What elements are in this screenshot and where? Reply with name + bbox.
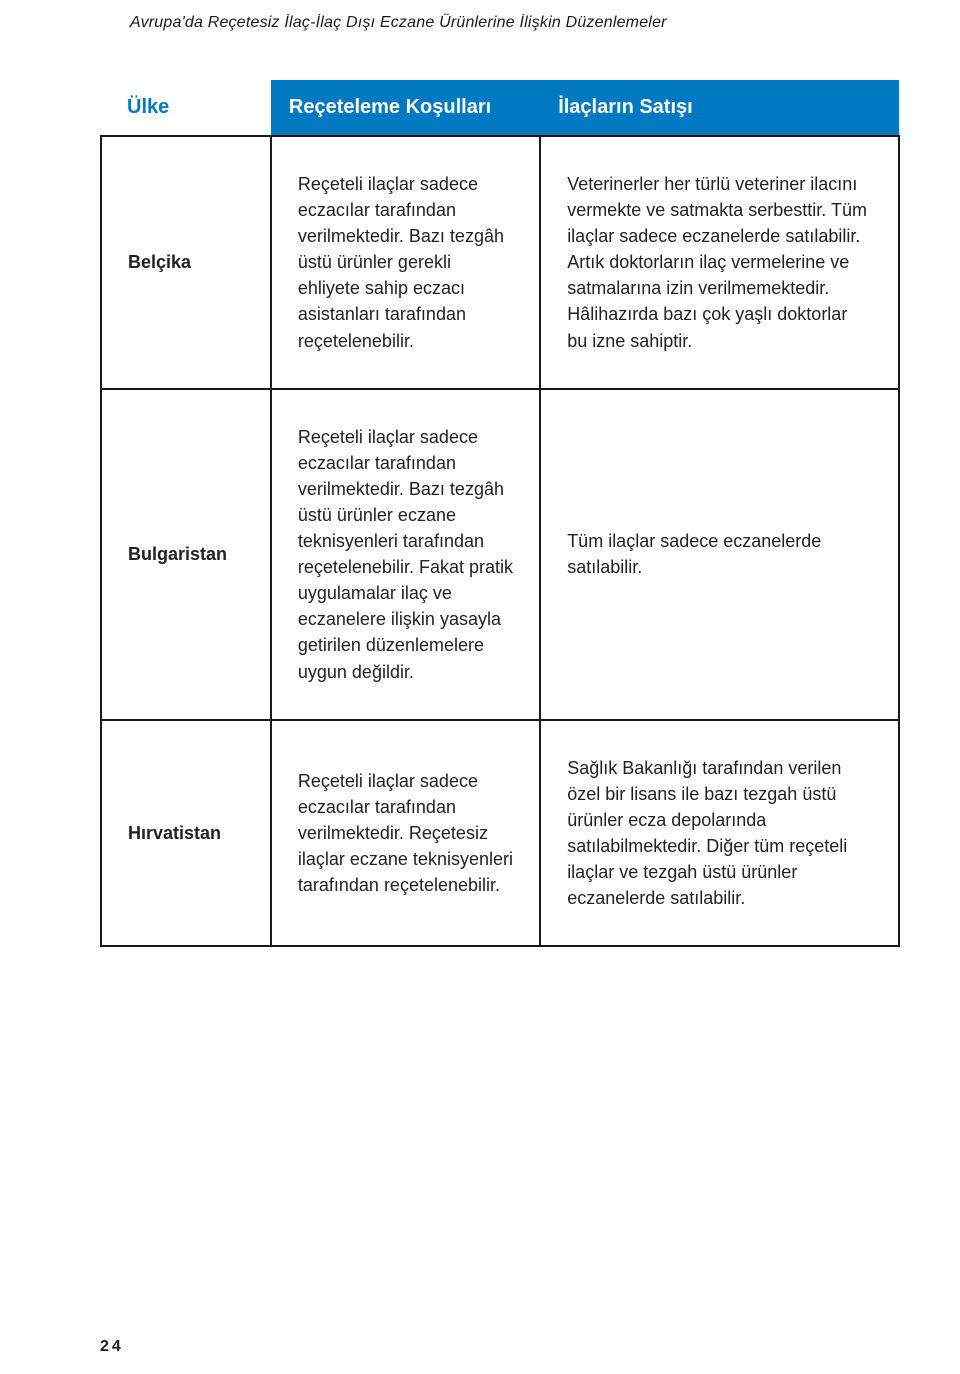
- page: Avrupa'da Reçetesiz İlaç-İlaç Dışı Eczan…: [0, 0, 960, 1374]
- regulation-table-wrap: Ülke Reçeteleme Koşulları İlaçların Satı…: [100, 80, 900, 947]
- col-header-conditions: Reçeteleme Koşulları: [271, 80, 540, 136]
- col-header-country: Ülke: [101, 80, 271, 136]
- cell-country: Bulgaristan: [101, 389, 271, 720]
- running-title: Avrupa'da Reçetesiz İlaç-İlaç Dışı Eczan…: [130, 14, 900, 32]
- table-header: Ülke Reçeteleme Koşulları İlaçların Satı…: [101, 80, 899, 136]
- cell-conditions: Reçeteli ilaçlar sadece eczacılar tarafı…: [271, 136, 540, 389]
- table-row: Bulgaristan Reçeteli ilaçlar sadece ecza…: [101, 389, 899, 720]
- regulation-table: Ülke Reçeteleme Koşulları İlaçların Satı…: [100, 80, 900, 947]
- table-body: Belçika Reçeteli ilaçlar sadece eczacıla…: [101, 136, 899, 946]
- cell-conditions: Reçeteli ilaçlar sadece eczacılar tarafı…: [271, 389, 540, 720]
- table-row: Belçika Reçeteli ilaçlar sadece eczacıla…: [101, 136, 899, 389]
- cell-country: Hırvatistan: [101, 720, 271, 947]
- cell-sales: Veterinerler her türlü veteriner ilacını…: [540, 136, 899, 389]
- cell-country: Belçika: [101, 136, 271, 389]
- cell-sales: Sağlık Bakanlığı tarafından verilen özel…: [540, 720, 899, 947]
- col-header-sales: İlaçların Satışı: [540, 80, 899, 136]
- table-row: Hırvatistan Reçeteli ilaçlar sadece ecza…: [101, 720, 899, 947]
- cell-conditions: Reçeteli ilaçlar sadece eczacılar tarafı…: [271, 720, 540, 947]
- cell-sales: Tüm ilaçlar sadece eczanelerde satılabil…: [540, 389, 899, 720]
- page-number: 24: [100, 1338, 124, 1356]
